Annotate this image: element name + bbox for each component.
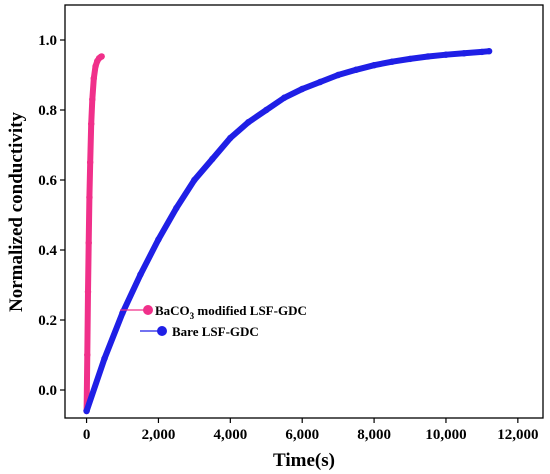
y-tick-label: 0.6 [38,173,57,189]
legend-marker-bare [157,326,167,336]
legend-label-baco3-sub: 3 [190,311,195,321]
y-tick-label: 1.0 [38,33,57,49]
data-point-1 [119,309,126,317]
data-point-1 [370,61,378,69]
data-point-1 [406,55,414,63]
legend-label-bare: Bare LSF-GDC [172,324,259,339]
data-point-0 [84,351,91,359]
x-axis-title: Time(s) [273,450,335,471]
data-point-0 [98,53,105,60]
y-tick-label: 0.4 [38,243,57,259]
data-point-1 [281,94,288,101]
data-point-1 [101,355,108,362]
data-point-0 [84,288,92,296]
data-point-0 [88,120,95,128]
data-point-1 [299,85,306,93]
data-point-1 [263,106,270,114]
data-point-1 [209,155,216,163]
series-line-0 [83,53,105,414]
data-point-0 [85,239,92,247]
x-tick-label: 0 [83,427,91,443]
data-point-0 [89,96,96,103]
legend-label-baco3: BaCO3 modified LSF-GDC [155,303,307,321]
y-tick-label: 0.0 [38,383,57,399]
data-point-1 [316,78,324,86]
y-tick-label: 0.2 [38,313,57,329]
plot-frame [64,4,544,419]
legend: BaCO3 modified LSF-GDC Bare LSF-GDC [120,303,307,339]
x-tick-label: 8,000 [357,427,391,443]
data-point-1 [424,53,432,60]
x-tick-label: 2,000 [142,427,176,443]
data-point-1 [485,48,493,55]
series-line-1 [83,48,493,414]
data-point-0 [92,63,99,70]
legend-label-baco3-rest: modified LSF-GDC [194,303,307,318]
y-tick-label: 0.8 [38,103,57,119]
data-point-1 [191,176,198,184]
data-point-0 [86,194,93,201]
data-point-1 [334,71,342,79]
data-point-1 [478,48,486,56]
x-tick-label: 6,000 [285,427,319,443]
x-tick-label: 4,000 [213,427,247,443]
data-point-1 [83,407,90,415]
data-point-0 [86,159,94,166]
data-point-1 [173,204,180,212]
data-point-1 [388,58,396,65]
data-point-1 [155,236,162,243]
data-point-1 [460,50,468,57]
x-tick-label: 10,000 [425,427,466,443]
y-axis-title: Normalized conductivity [6,112,27,313]
legend-marker-baco3 [143,305,153,315]
data-point-1 [442,51,450,58]
x-tick-label: 12,000 [497,427,538,443]
data-point-1 [245,119,252,126]
data-point-1 [227,134,234,142]
data-point-1 [352,66,360,73]
data-point-0 [90,75,97,82]
data-point-1 [137,271,144,278]
legend-label-baco3-main: BaCO [155,303,190,318]
